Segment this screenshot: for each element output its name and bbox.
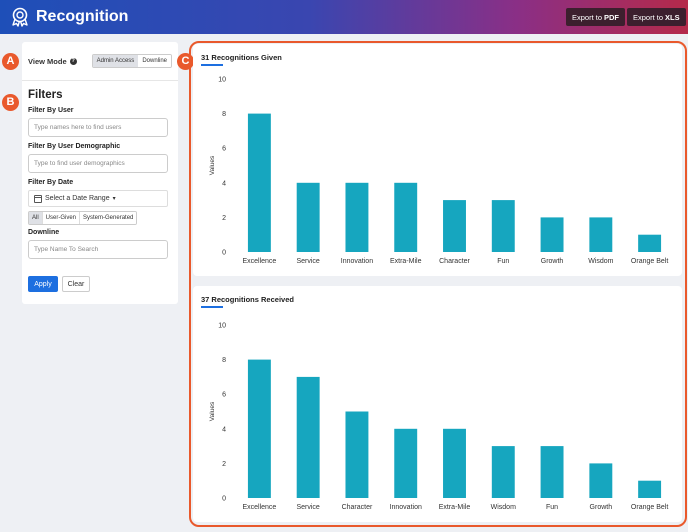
export-pdf-button[interactable]: Export to PDF (566, 8, 626, 26)
x-tick-label: Character (342, 504, 373, 511)
help-icon[interactable]: ? (69, 57, 77, 65)
x-tick-label: Extra-Mile (390, 258, 422, 265)
x-tick-label: Innovation (390, 504, 422, 511)
bar-extra-mile (394, 182, 418, 252)
filter-by-user-label: Filter By User (28, 107, 74, 114)
bar-growth (589, 463, 613, 498)
y-axis-label: Values (209, 401, 216, 421)
y-tick-label: 4 (222, 426, 226, 433)
source-system-generated[interactable]: System-Generated (80, 212, 137, 224)
source-filter-toggle: All User-Given System-Generated (28, 211, 138, 225)
recognitions-given-chart: 0 2 4 6 8 10 Values Excellence Service Innovation… (209, 77, 668, 266)
filter-panel: View Mode ? Admin Access Downline Filter… (22, 42, 178, 304)
app-header: Recognition Export to PDF Export to XLS (0, 0, 688, 34)
recognitions-received-title: 37 Recognitions Received (201, 295, 294, 304)
title-underline (201, 64, 223, 66)
y-tick-label: 8 (222, 111, 226, 118)
bar-wisdom (589, 217, 613, 252)
bar-excellence (247, 113, 271, 252)
divider (22, 80, 178, 81)
x-tick-label: Growth (541, 258, 564, 265)
filter-by-date-label: Filter By Date (28, 179, 74, 186)
y-tick-label: 8 (222, 357, 226, 364)
y-tick-label: 2 (222, 461, 226, 468)
bar-orange-belt (638, 234, 662, 252)
view-mode-label: View Mode (28, 56, 67, 66)
recognitions-received-chart: 0 2 4 6 8 10 Values Excellence Service Character I… (209, 323, 668, 512)
y-tick-label: 10 (218, 323, 226, 330)
x-tick-label: Fun (546, 504, 558, 511)
recognition-logo-icon (12, 7, 28, 27)
calendar-icon (34, 194, 42, 203)
bar-orange-belt (638, 480, 662, 498)
caret-down-icon: ▾ (112, 196, 116, 202)
x-tick-label: Orange Belt (631, 258, 668, 265)
export-pdf-format: PDF (604, 12, 620, 22)
export-xls-format: XLS (665, 12, 680, 22)
downline-search-input[interactable]: Type Name To Search (28, 240, 168, 259)
bar-fun (491, 200, 515, 252)
view-mode-toggle: Admin Access Downline (91, 54, 172, 68)
y-tick-label: 0 (222, 250, 226, 257)
demographic-search-input[interactable]: Type to find user demographics (28, 154, 168, 173)
x-tick-label: Character (439, 258, 470, 265)
x-tick-label: Fun (497, 258, 509, 265)
bar-extra-mile (443, 428, 466, 498)
x-tick-label: Excellence (242, 504, 276, 511)
recognitions-given-title: 31 Recognitions Given (201, 53, 282, 62)
x-tick-label: Innovation (341, 258, 373, 265)
source-all[interactable]: All (29, 212, 43, 224)
title-underline (201, 306, 223, 308)
x-tick-label: Wisdom (588, 258, 613, 265)
y-tick-label: 6 (222, 146, 226, 153)
y-tick-label: 4 (222, 180, 226, 187)
x-tick-label: Excellence (242, 258, 276, 265)
view-mode-row: View Mode ? Admin Access Downline (28, 54, 172, 68)
bar-character (443, 200, 466, 252)
apply-button[interactable]: Apply (28, 276, 58, 292)
app-title: Recognition (36, 8, 129, 25)
filter-by-demographic-label: Filter By User Demographic (28, 143, 121, 150)
clear-button[interactable]: Clear (62, 276, 90, 292)
y-tick-label: 6 (222, 392, 226, 399)
x-tick-label: Growth (590, 504, 613, 511)
source-user-given[interactable]: User-Given (42, 212, 81, 224)
export-pdf-prefix: Export to (572, 12, 603, 22)
date-range-button[interactable]: Select a Date Range ▾ (28, 190, 168, 207)
bar-character (345, 411, 369, 498)
bar-growth (540, 217, 564, 252)
bar-wisdom (491, 446, 515, 498)
user-search-input[interactable]: Type names here to find users (28, 118, 168, 137)
x-tick-label: Orange Belt (631, 504, 668, 511)
y-axis-label: Values (209, 155, 216, 175)
bar-innovation (394, 428, 418, 498)
filters-title: Filters (28, 89, 63, 101)
view-mode-admin-access[interactable]: Admin Access (92, 55, 139, 67)
bar-innovation (345, 182, 369, 252)
annotation-badge-b: B (2, 94, 19, 111)
x-tick-label: Service (296, 258, 319, 265)
bar-fun (540, 446, 564, 498)
export-xls-button[interactable]: Export to XLS (627, 8, 686, 26)
bar-excellence (247, 359, 271, 498)
date-range-label: Select a Date Range (45, 195, 110, 202)
bar-service (296, 376, 320, 498)
view-mode-downline[interactable]: Downline (138, 55, 171, 67)
y-tick-label: 0 (222, 496, 226, 503)
recognitions-given-card: 31 Recognitions Given 0 2 4 6 8 10 Values Excel… (193, 44, 682, 276)
downline-label: Downline (28, 229, 60, 236)
bar-service (296, 182, 320, 252)
x-tick-label: Service (296, 504, 319, 511)
charts-highlight (189, 41, 687, 527)
annotation-badge-a: A (2, 53, 19, 70)
y-tick-label: 10 (218, 77, 226, 84)
y-tick-label: 2 (222, 215, 226, 222)
recognitions-received-card: 37 Recognitions Received 0 2 4 6 8 10 Values Ex… (193, 286, 682, 522)
x-tick-label: Extra-Mile (439, 504, 471, 511)
brand: Recognition (10, 7, 128, 27)
x-tick-label: Wisdom (491, 504, 516, 511)
export-xls-prefix: Export to (633, 12, 664, 22)
